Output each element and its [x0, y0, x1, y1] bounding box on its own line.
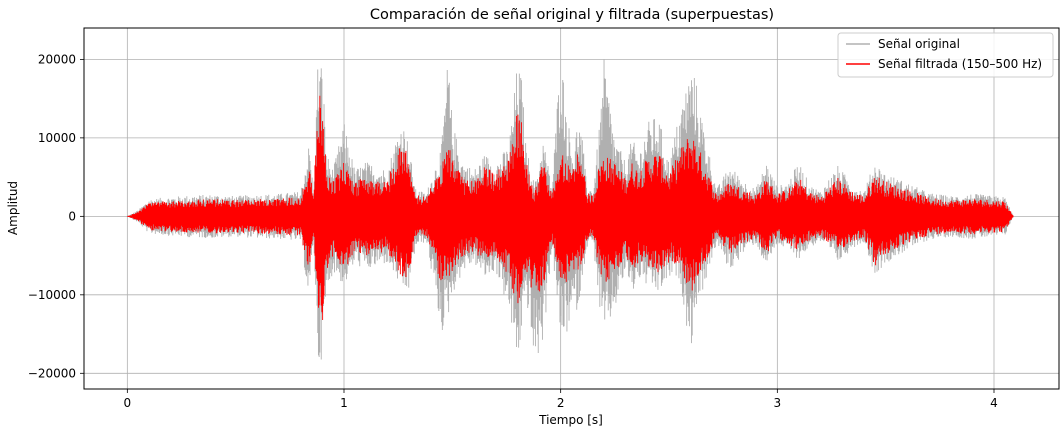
- x-tick-label: 0: [124, 396, 132, 410]
- y-axis-label: Amplitud: [6, 181, 20, 235]
- y-tick-label: −20000: [28, 366, 76, 380]
- chart-title: Comparación de señal original y filtrada…: [370, 7, 774, 23]
- x-axis-label: Tiempo [s]: [538, 413, 603, 427]
- y-tick-label: 10000: [38, 131, 76, 145]
- x-tick-label: 4: [990, 396, 998, 410]
- plot-area: [127, 59, 1014, 360]
- x-tick-label: 2: [557, 396, 565, 410]
- legend-label-original: Señal original: [878, 37, 960, 51]
- x-tick-label: 3: [774, 396, 782, 410]
- series-filtered-signal: [127, 95, 1014, 321]
- x-tick-label: 1: [340, 396, 348, 410]
- legend: Señal original Señal filtrada (150–500 H…: [837, 32, 1054, 78]
- axes-frame: [83, 27, 1060, 390]
- y-tick-label: 0: [68, 209, 76, 223]
- y-tick-label: 20000: [38, 52, 76, 66]
- y-tick-label: −10000: [28, 288, 76, 302]
- ticks: 0 1 2 3 4 −20000 −10000 0 10000 20000: [28, 52, 998, 410]
- legend-label-filtered: Señal filtrada (150–500 Hz): [878, 57, 1042, 71]
- legend-box: [837, 32, 1054, 78]
